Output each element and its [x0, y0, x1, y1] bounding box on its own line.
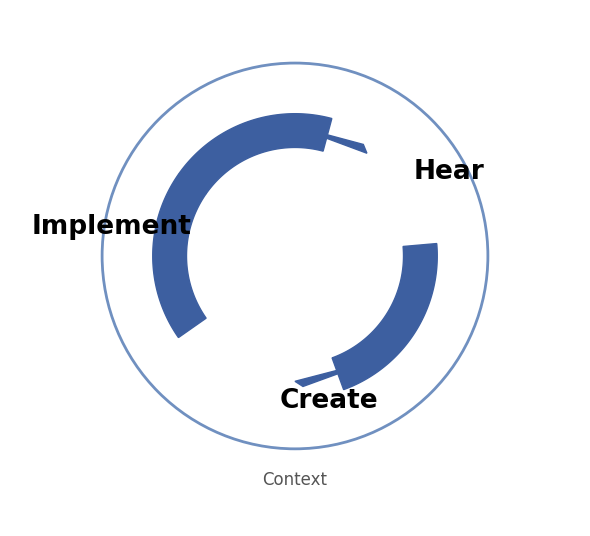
Text: Hear: Hear [414, 159, 485, 184]
Polygon shape [178, 114, 332, 193]
Polygon shape [153, 174, 206, 338]
Text: Create: Create [280, 388, 378, 414]
Polygon shape [332, 243, 437, 390]
Text: Implement: Implement [32, 214, 192, 240]
Polygon shape [295, 361, 373, 386]
Polygon shape [171, 153, 223, 214]
Polygon shape [291, 125, 367, 153]
Text: Context: Context [263, 471, 327, 489]
